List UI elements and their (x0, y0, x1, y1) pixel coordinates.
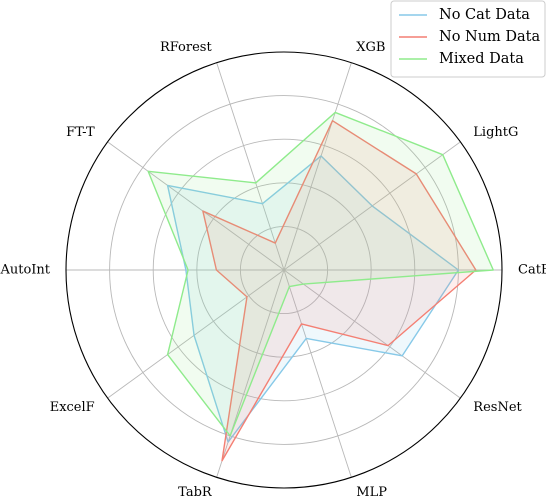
axis-label: TabR (178, 485, 213, 500)
polar-frame (65, 51, 503, 489)
grid-spoke (283, 269, 352, 478)
axis-label: CatB (518, 263, 546, 278)
legend-label: No Num Data (439, 29, 541, 45)
legend-label: No Cat Data (439, 7, 530, 23)
axis-label: AutoInt (0, 263, 51, 278)
series-area-2 (148, 112, 494, 436)
legend-label: Mixed Data (439, 51, 524, 67)
grid-spoke (283, 62, 352, 271)
grid-spoke (107, 269, 285, 399)
axis-label: LightG (473, 125, 518, 140)
axis-label: MLP (356, 485, 387, 500)
radar-axis-labels: CatB LightG XGB RForest FT-T AutoInt ExcelF Tab… (0, 40, 546, 500)
axis-label: XGB (356, 40, 385, 55)
grid-spoke (107, 141, 285, 271)
grid-spoke (283, 269, 461, 399)
radar-series (147, 111, 494, 462)
series-line-0 (166, 155, 460, 443)
axis-label: ResNet (473, 400, 522, 415)
axis-label: ExcelF (50, 400, 95, 415)
axis-label: RForest (160, 40, 213, 55)
axis-label: FT-T (66, 125, 95, 140)
grid-spoke (216, 62, 285, 271)
legend: No Cat Data No Num Data Mixed Data (390, 0, 546, 78)
legend-box (390, 0, 546, 78)
grid-spoke (216, 269, 285, 478)
series-line-1 (202, 120, 477, 462)
series-line-2 (147, 111, 494, 437)
